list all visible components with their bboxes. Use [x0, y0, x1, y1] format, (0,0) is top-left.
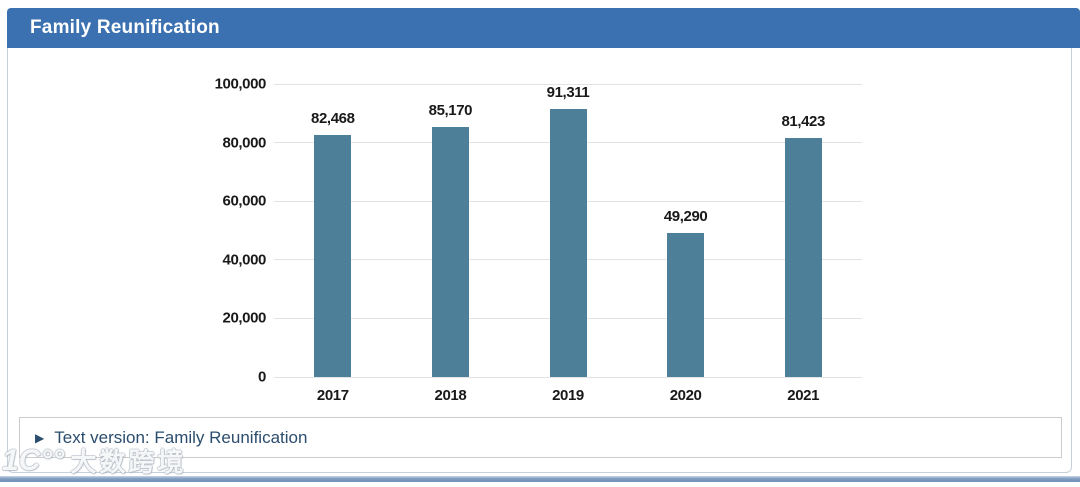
text-version-toggle[interactable]: ▶ Text version: Family Reunification — [19, 417, 1062, 458]
text-version-label: Text version: Family Reunification — [54, 427, 308, 447]
section-header: Family Reunification — [7, 8, 1080, 48]
next-section-header-edge — [0, 476, 1080, 482]
y-axis-tick-label: 0 — [258, 368, 266, 386]
bar-value-label: 49,290 — [663, 207, 708, 225]
y-axis-tick-label: 40,000 — [222, 251, 267, 269]
bar-value-label: 85,170 — [428, 102, 473, 120]
bar-value-label: 81,423 — [781, 113, 825, 131]
x-axis-tick-label: 2021 — [787, 387, 820, 404]
y-gridline — [274, 376, 862, 378]
bar-2018 — [431, 127, 469, 377]
bar-2019 — [549, 109, 587, 377]
bar-value-label: 91,311 — [546, 84, 590, 102]
y-axis-tick-label: 80,000 — [222, 134, 267, 152]
section-title: Family Reunification — [30, 17, 220, 38]
bar-2017 — [314, 135, 352, 377]
expand-arrow-icon: ▶ — [35, 430, 45, 445]
bar-2021 — [784, 138, 822, 377]
y-axis-tick-label: 20,000 — [222, 309, 267, 327]
x-axis-tick-label: 2020 — [669, 387, 702, 404]
x-axis-tick-label: 2018 — [434, 387, 467, 404]
chart-card: 0 20,000 40,000 60,000 80,000 100,000 82,468 20… — [7, 48, 1072, 473]
x-axis-tick-label: 2019 — [552, 387, 584, 404]
bar-2020 — [667, 232, 705, 377]
bar-chart: 0 20,000 40,000 60,000 80,000 100,000 82,468 20… — [8, 48, 1071, 472]
y-axis-tick-label: 100,000 — [214, 75, 267, 93]
y-axis-tick-label: 60,000 — [222, 192, 267, 210]
bar-value-label: 82,468 — [311, 110, 355, 128]
y-gridline — [274, 83, 862, 85]
x-axis-tick-label: 2017 — [316, 387, 349, 404]
